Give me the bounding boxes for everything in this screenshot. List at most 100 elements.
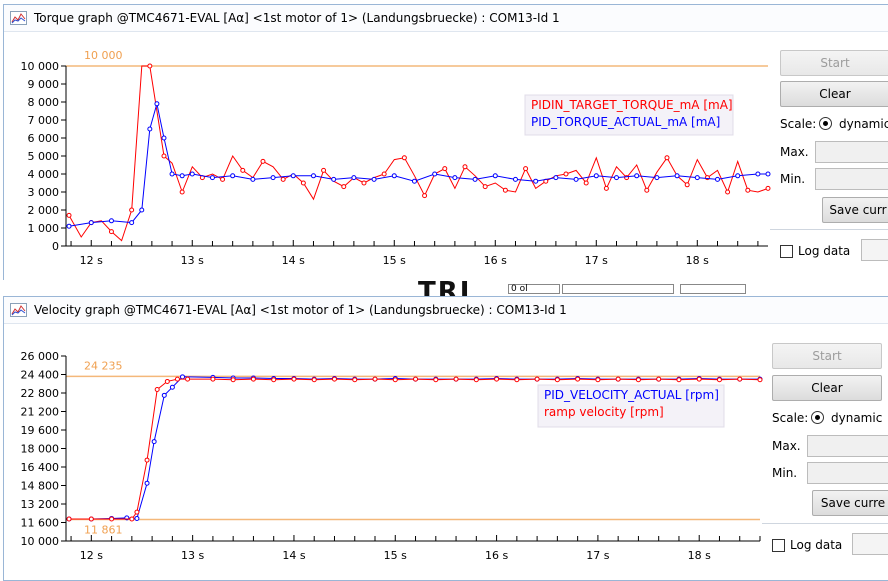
- velocity-chart-svg[interactable]: 24 235 11 861 10 000 11 600 13 200 14 800 16 4…: [4, 325, 764, 577]
- data-point: [583, 180, 589, 186]
- min-input[interactable]: [807, 462, 888, 484]
- data-point: [361, 180, 367, 186]
- start-button[interactable]: Start: [772, 343, 882, 369]
- data-point: [453, 376, 459, 382]
- data-point: [381, 171, 387, 177]
- data-point: [300, 180, 306, 186]
- max-input[interactable]: [807, 435, 888, 457]
- data-point: [494, 376, 500, 382]
- data-point: [66, 223, 72, 229]
- start-button[interactable]: Start: [780, 50, 888, 76]
- data-point: [164, 378, 170, 384]
- reference-line-label: 10 000: [84, 49, 123, 62]
- data-point: [725, 189, 731, 195]
- data-point: [147, 126, 153, 132]
- data-point: [331, 176, 337, 182]
- data-point: [151, 439, 157, 445]
- log-data-field[interactable]: [852, 533, 888, 555]
- data-point: [129, 516, 135, 522]
- log-data-checkbox[interactable]: [780, 245, 793, 258]
- data-point: [129, 207, 135, 213]
- data-point: [290, 173, 296, 179]
- data-point: [310, 173, 316, 179]
- data-point: [442, 166, 448, 172]
- max-input[interactable]: [815, 141, 888, 163]
- data-point: [554, 377, 560, 383]
- legend-box: [524, 94, 734, 136]
- torque-chart[interactable]: 10 000 0 1 000 2 000 3 000 4 000 5 000 6 000 7 0…: [4, 33, 772, 283]
- data-point: [129, 220, 135, 226]
- torque-titlebar[interactable]: Torque graph @TMC4671-EVAL [Aα] <1st mot…: [4, 5, 888, 32]
- clear-button[interactable]: Clear: [772, 375, 882, 401]
- data-point: [573, 176, 579, 182]
- data-point: [654, 175, 660, 181]
- y-tick-label: 26 000: [21, 350, 60, 363]
- velocity-graph-window: Velocity graph @TMC4671-EVAL [Aα] <1st m…: [3, 296, 888, 581]
- y-tick-label: 10 000: [21, 60, 60, 73]
- data-point: [656, 376, 662, 382]
- data-point: [534, 376, 540, 382]
- data-point: [161, 135, 167, 141]
- y-tick-label: 24 400: [21, 369, 60, 382]
- y-tick-label: 7 000: [28, 114, 60, 127]
- data-point: [664, 155, 670, 161]
- data-point: [174, 376, 180, 382]
- velocity-titlebar[interactable]: Velocity graph @TMC4671-EVAL [Aα] <1st m…: [4, 297, 888, 324]
- velocity-chart[interactable]: 24 235 11 861 10 000 11 600 13 200 14 800 16 4…: [4, 325, 764, 580]
- y-tick-label: 8 000: [28, 96, 60, 109]
- data-point: [563, 171, 569, 177]
- data-point: [210, 376, 216, 382]
- data-point: [433, 377, 439, 383]
- y-tick-label: 22 800: [21, 387, 60, 400]
- data-point: [512, 176, 518, 182]
- clear-button[interactable]: Clear: [780, 81, 888, 107]
- torque-graph-window: Torque graph @TMC4671-EVAL [Aα] <1st mot…: [3, 4, 888, 283]
- data-point: [593, 173, 599, 179]
- data-point: [392, 377, 398, 383]
- data-point: [154, 387, 160, 393]
- data-point: [391, 173, 397, 179]
- log-data-field[interactable]: [861, 239, 888, 261]
- data-point: [88, 516, 94, 522]
- legend-box: [537, 384, 725, 428]
- scale-dynamic-label: dynamic: [839, 117, 888, 131]
- data-point: [694, 175, 700, 181]
- background-field-text: 0 ol: [511, 284, 528, 294]
- data-point: [755, 171, 761, 177]
- data-point: [250, 376, 256, 382]
- data-point: [413, 376, 419, 382]
- scale-dynamic-radio[interactable]: [819, 117, 832, 130]
- reference-line-label: 11 861: [84, 523, 123, 536]
- min-input[interactable]: [815, 168, 888, 190]
- save-curve-button[interactable]: Save curre: [812, 490, 888, 516]
- data-point: [472, 176, 478, 182]
- data-point: [716, 377, 722, 383]
- x-tick-label: 17 s: [586, 549, 609, 562]
- data-point: [109, 516, 115, 522]
- data-point: [533, 178, 539, 184]
- y-tick-label: 3 000: [28, 186, 60, 199]
- data-point: [765, 171, 771, 177]
- series-line-1: [68, 103, 768, 227]
- data-point: [66, 516, 72, 522]
- data-point: [209, 175, 215, 181]
- min-label: Min.: [780, 172, 806, 186]
- legend-entry: PID_TORQUE_ACTUAL_mA [mA]: [531, 115, 720, 129]
- torque-chart-svg[interactable]: 10 000 0 1 000 2 000 3 000 4 000 5 000 6 000 7 0…: [4, 33, 772, 283]
- save-curve-button[interactable]: Save curr: [822, 197, 888, 223]
- scale-label: Scale:: [772, 411, 809, 425]
- y-tick-label: 19 600: [21, 424, 60, 437]
- scale-dynamic-radio[interactable]: [811, 411, 824, 424]
- x-tick-label: 15 s: [383, 254, 406, 267]
- y-tick-label: 11 600: [21, 517, 60, 530]
- data-point: [331, 376, 337, 382]
- y-tick-label: 6 000: [28, 132, 60, 145]
- log-data-checkbox[interactable]: [772, 539, 785, 552]
- background-field-3: [680, 284, 746, 294]
- data-point: [230, 377, 236, 383]
- data-point: [352, 377, 358, 383]
- data-point: [134, 515, 140, 521]
- data-point: [765, 185, 771, 191]
- data-point: [280, 176, 286, 182]
- data-point: [595, 377, 601, 383]
